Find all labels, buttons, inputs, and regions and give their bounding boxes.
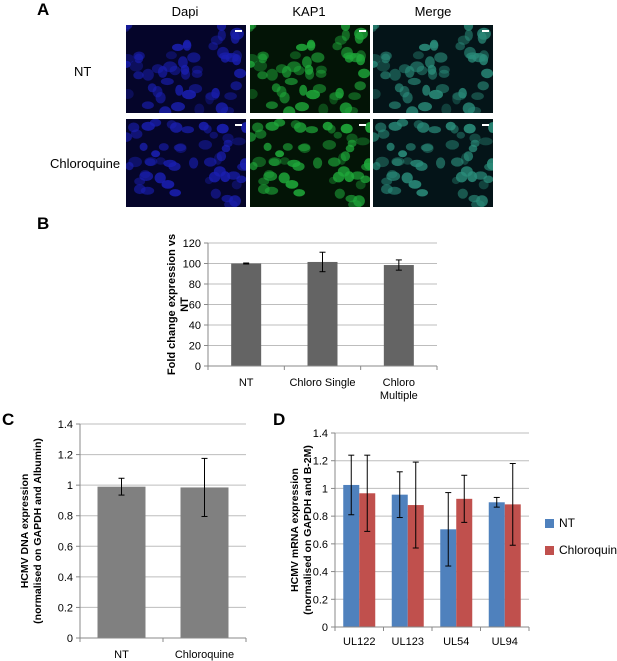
y-tick-label: 40 xyxy=(189,320,201,332)
bar xyxy=(307,261,338,366)
column-label-merge: Merge xyxy=(414,4,452,19)
micrograph-dapi-chloroquine xyxy=(126,119,246,207)
y-tick-label: 60 xyxy=(189,300,201,312)
scale-bar xyxy=(359,30,366,32)
x-tick-label: Chloro xyxy=(383,377,415,389)
scale-bar xyxy=(359,124,366,126)
scale-bar xyxy=(482,124,489,126)
bar xyxy=(231,263,262,366)
x-tick-label: NT xyxy=(239,377,254,389)
panel-d-letter: D xyxy=(273,410,286,429)
row-label-nt: NT xyxy=(74,64,92,79)
bar xyxy=(383,265,414,366)
y-tick-label: 20 xyxy=(189,341,201,353)
panel-a-letter: A xyxy=(37,0,50,19)
micrograph-dapi-nt xyxy=(126,25,246,113)
column-label-dapi: Dapi xyxy=(171,4,199,19)
column-label-kap1: KAP1 xyxy=(292,4,326,19)
micrograph-merge-chloroquine xyxy=(373,119,493,207)
micrograph-kap1-nt xyxy=(250,25,370,113)
panel-b-letter: B xyxy=(37,214,50,233)
micrograph-merge-nt xyxy=(373,25,493,113)
panel-c-letter: C xyxy=(2,410,15,429)
y-tick-label: 80 xyxy=(189,279,201,291)
y-axis-title: NT xyxy=(179,297,191,312)
row-label-chloroquine: Chloroquine xyxy=(50,156,121,171)
x-tick-label: Chloro Single xyxy=(289,377,355,389)
scale-bar xyxy=(235,124,242,126)
x-tick-label: Multiple xyxy=(380,390,418,402)
y-tick-label: 0 xyxy=(195,361,201,373)
y-tick-label: 120 xyxy=(183,238,201,250)
micrograph-kap1-chloroquine xyxy=(250,119,370,207)
y-tick-label: 100 xyxy=(183,259,201,271)
y-axis-title: Fold change expression vs xyxy=(166,234,178,375)
scale-bar xyxy=(482,30,489,32)
scale-bar xyxy=(235,30,242,32)
